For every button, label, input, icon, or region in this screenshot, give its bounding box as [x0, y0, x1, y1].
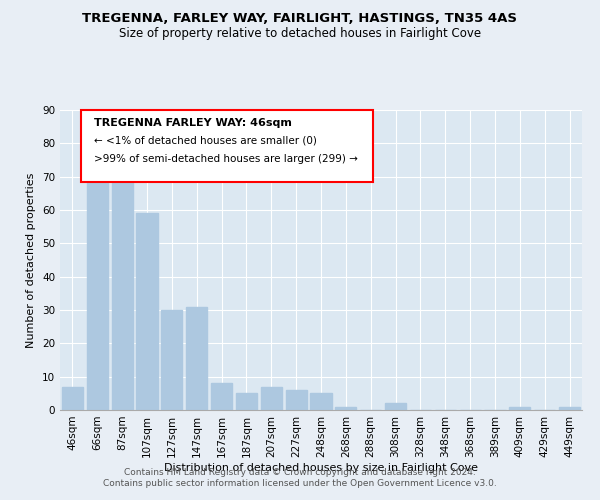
Text: TREGENNA FARLEY WAY: 46sqm: TREGENNA FARLEY WAY: 46sqm [94, 118, 292, 128]
Bar [186, 306, 207, 410]
Text: TREGENNA, FARLEY WAY, FAIRLIGHT, HASTINGS, TN35 4AS: TREGENNA, FARLEY WAY, FAIRLIGHT, HASTING… [83, 12, 517, 26]
Bar [335, 406, 356, 410]
Bar [161, 310, 182, 410]
Bar [211, 384, 232, 410]
Bar [385, 404, 406, 410]
Bar [136, 214, 158, 410]
Bar [87, 174, 108, 410]
Bar [310, 394, 332, 410]
Bar [509, 406, 530, 410]
Bar [261, 386, 282, 410]
Text: Contains HM Land Registry data © Crown copyright and database right 2024.
Contai: Contains HM Land Registry data © Crown c… [103, 468, 497, 487]
Bar [286, 390, 307, 410]
FancyBboxPatch shape [81, 110, 373, 182]
Bar [62, 386, 83, 410]
Text: >99% of semi-detached houses are larger (299) →: >99% of semi-detached houses are larger … [94, 154, 358, 164]
Y-axis label: Number of detached properties: Number of detached properties [26, 172, 37, 348]
X-axis label: Distribution of detached houses by size in Fairlight Cove: Distribution of detached houses by size … [164, 462, 478, 472]
Bar [236, 394, 257, 410]
Bar [112, 166, 133, 410]
Text: ← <1% of detached houses are smaller (0): ← <1% of detached houses are smaller (0) [94, 136, 317, 145]
Bar [559, 406, 580, 410]
Text: Size of property relative to detached houses in Fairlight Cove: Size of property relative to detached ho… [119, 28, 481, 40]
